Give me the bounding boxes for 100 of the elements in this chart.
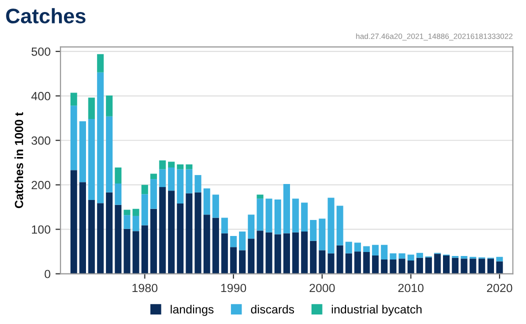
bar — [283, 184, 290, 234]
bar — [380, 244, 388, 260]
bar — [238, 232, 246, 250]
bar — [230, 236, 237, 248]
x-tick-label: 2000 — [310, 284, 335, 292]
bar — [114, 167, 122, 184]
y-tick-label: 400 — [31, 92, 50, 100]
bar — [372, 256, 379, 274]
legend-label: industrial bycatch — [332, 304, 422, 316]
bar — [363, 252, 370, 274]
bar — [354, 252, 361, 274]
bar — [354, 242, 361, 252]
bar — [452, 258, 459, 274]
bar — [230, 247, 237, 274]
bar — [132, 216, 140, 232]
bar — [124, 215, 130, 229]
bar — [141, 225, 148, 274]
bar — [301, 232, 308, 274]
bar — [124, 210, 130, 216]
bar — [150, 208, 157, 274]
bar — [274, 234, 282, 274]
bar — [141, 194, 148, 226]
bar — [159, 187, 166, 274]
bar — [238, 250, 246, 274]
bar — [336, 245, 344, 274]
bar — [408, 254, 414, 260]
legend-label: discards — [251, 304, 294, 314]
bar — [292, 232, 299, 274]
bar — [194, 192, 202, 274]
bar — [416, 258, 424, 274]
bar — [176, 204, 184, 274]
bar — [212, 194, 220, 218]
bar — [425, 257, 432, 274]
y-tick-label: 200 — [32, 180, 50, 190]
bar — [301, 202, 308, 232]
x-tick-label: 1990 — [221, 284, 246, 292]
bar — [194, 175, 202, 192]
bar — [460, 256, 468, 259]
bar — [470, 258, 476, 274]
bar — [248, 238, 255, 274]
bar — [106, 192, 113, 274]
bar — [114, 204, 122, 274]
bar — [318, 250, 326, 274]
bar — [70, 106, 78, 170]
bar — [204, 188, 210, 215]
bar — [328, 253, 334, 274]
bar — [168, 162, 175, 168]
y-axis-title: Catches in 1000 t — [14, 112, 24, 208]
bar — [408, 260, 414, 274]
bar — [132, 208, 140, 216]
bar — [79, 182, 86, 274]
x-tick-label: 1980 — [132, 284, 158, 292]
bar — [248, 214, 255, 239]
bar — [176, 169, 184, 204]
bar — [266, 198, 272, 232]
chart-title: Catches — [6, 8, 86, 24]
bar — [88, 119, 95, 200]
bar — [496, 261, 503, 274]
bar — [221, 233, 228, 274]
x-tick-label: 2010 — [398, 284, 424, 292]
bar — [159, 169, 166, 188]
y-tick-label: 0 — [44, 270, 50, 278]
bar — [283, 233, 290, 274]
bar — [97, 72, 104, 204]
bar — [256, 194, 264, 199]
bar — [212, 218, 220, 274]
bar — [150, 174, 157, 180]
bar — [398, 253, 406, 259]
bar — [292, 198, 299, 232]
bar — [478, 258, 486, 274]
bar — [274, 200, 282, 234]
bar — [398, 258, 406, 274]
legend-label: landings — [170, 304, 214, 316]
bar — [106, 116, 113, 192]
bar — [88, 98, 95, 120]
bar — [186, 164, 192, 170]
bar — [221, 218, 228, 234]
bar — [88, 200, 95, 274]
bar — [79, 121, 86, 182]
bar — [256, 230, 264, 274]
bar — [97, 203, 104, 274]
bar — [310, 240, 317, 274]
bar — [328, 198, 334, 254]
bar — [186, 169, 192, 194]
bar — [168, 190, 175, 274]
bar — [204, 214, 210, 274]
bar — [168, 167, 175, 191]
bar — [345, 253, 352, 274]
bar — [390, 260, 396, 274]
bar — [310, 220, 317, 241]
bar — [266, 232, 272, 274]
bar — [434, 254, 441, 274]
bar — [496, 256, 503, 262]
bar — [114, 184, 122, 205]
bar — [186, 193, 192, 274]
bar — [416, 252, 424, 258]
y-tick-label: 300 — [32, 136, 50, 145]
bar — [487, 258, 494, 274]
bar — [159, 160, 166, 170]
bar — [256, 198, 264, 231]
